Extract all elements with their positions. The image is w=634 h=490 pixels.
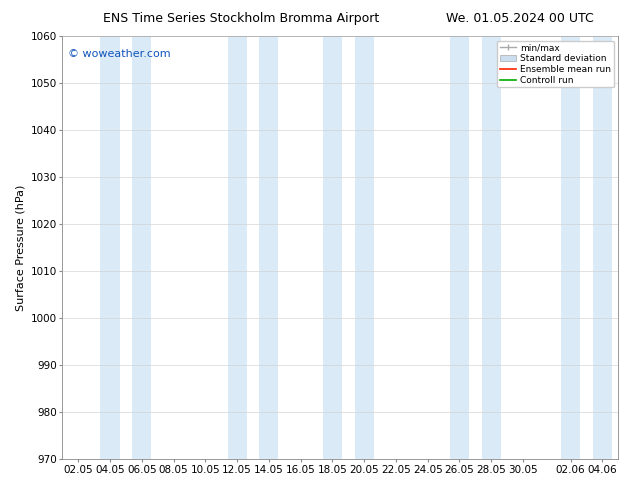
- Text: We. 01.05.2024 00 UTC: We. 01.05.2024 00 UTC: [446, 12, 594, 25]
- Bar: [482, 36, 501, 460]
- Bar: [593, 36, 612, 460]
- Bar: [259, 36, 278, 460]
- Text: © woweather.com: © woweather.com: [68, 49, 171, 59]
- Bar: [323, 36, 342, 460]
- Bar: [100, 36, 120, 460]
- Bar: [133, 36, 152, 460]
- Legend: min/max, Standard deviation, Ensemble mean run, Controll run: min/max, Standard deviation, Ensemble me…: [498, 41, 614, 88]
- Bar: [354, 36, 373, 460]
- Bar: [561, 36, 580, 460]
- Y-axis label: Surface Pressure (hPa): Surface Pressure (hPa): [15, 185, 25, 311]
- Bar: [228, 36, 247, 460]
- Text: ENS Time Series Stockholm Bromma Airport: ENS Time Series Stockholm Bromma Airport: [103, 12, 379, 25]
- Bar: [450, 36, 469, 460]
